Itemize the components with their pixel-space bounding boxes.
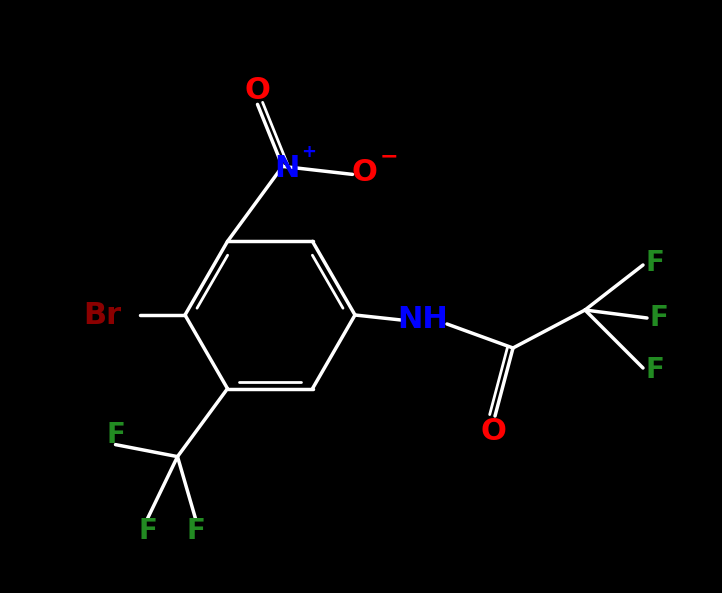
Text: F: F (645, 249, 664, 277)
Text: F: F (650, 304, 669, 332)
Text: N: N (274, 154, 299, 183)
Text: −: − (379, 146, 398, 167)
Text: O: O (480, 416, 506, 445)
Text: O: O (245, 76, 271, 105)
Text: F: F (106, 420, 125, 449)
Text: Br: Br (83, 301, 121, 330)
Text: NH: NH (398, 305, 448, 334)
Text: F: F (645, 356, 664, 384)
Text: F: F (138, 517, 157, 544)
Text: +: + (301, 144, 316, 161)
Text: F: F (186, 517, 205, 544)
Text: O: O (352, 158, 378, 187)
